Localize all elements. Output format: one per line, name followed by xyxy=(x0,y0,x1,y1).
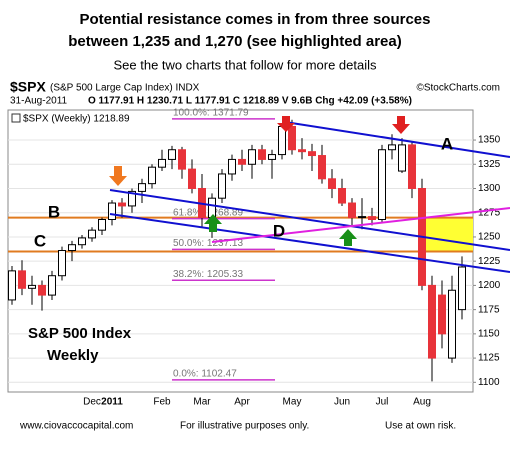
candle-body xyxy=(148,166,156,185)
trend-line xyxy=(284,121,510,158)
arrow xyxy=(109,166,127,186)
arrow xyxy=(339,229,357,246)
candle-body xyxy=(168,149,176,160)
candle-body xyxy=(138,183,146,192)
candle-body xyxy=(28,284,36,289)
y-tick-label: 1225 xyxy=(478,256,501,267)
y-tick-label: 1150 xyxy=(478,328,500,339)
y-tick-label: 1325 xyxy=(478,159,501,170)
trend-line xyxy=(109,189,510,251)
annotation: B xyxy=(48,202,60,221)
candle-body xyxy=(268,154,276,160)
x-tick-label: Jun xyxy=(334,397,350,408)
candle-body xyxy=(378,149,386,221)
x-tick-label: May xyxy=(283,397,302,408)
y-tick-label: 1300 xyxy=(478,183,501,194)
legend-icon xyxy=(11,113,21,123)
candle-body xyxy=(368,216,376,221)
candle-body xyxy=(178,149,186,170)
y-tick-label: 1350 xyxy=(478,135,501,146)
annotation: A xyxy=(441,134,453,153)
candle-body xyxy=(158,158,166,168)
x-tick-label: 2011 xyxy=(101,397,123,408)
candle-body xyxy=(188,168,196,189)
candle-body xyxy=(38,284,46,296)
y-tick-label: 1100 xyxy=(478,377,500,388)
legend: $SPX (Weekly) 1218.89 xyxy=(23,114,130,125)
annotation: C xyxy=(34,231,46,250)
source: ©StockCharts.com xyxy=(416,83,500,94)
candle-body xyxy=(58,250,66,277)
symbol: $SPX xyxy=(10,79,46,95)
candle-body xyxy=(78,237,86,246)
candle-body xyxy=(218,173,226,199)
arrow xyxy=(392,116,410,134)
fib-label: 50.0%: 1237.13 xyxy=(173,238,243,249)
y-tick-label: 1275 xyxy=(478,207,501,218)
date: 31-Aug-2011 xyxy=(10,96,68,107)
candle-body xyxy=(8,270,16,301)
arrow xyxy=(277,116,295,132)
x-tick-label: Feb xyxy=(153,397,171,408)
candle-body xyxy=(248,149,256,165)
candle-body xyxy=(318,155,326,180)
candle-body xyxy=(118,202,126,207)
candle-body xyxy=(98,219,106,231)
footer: www.ciovaccocapital.com xyxy=(19,421,133,432)
subtitle: See the two charts that follow for more … xyxy=(113,57,377,72)
x-tick-label: Mar xyxy=(193,397,211,408)
candle-body xyxy=(458,266,466,311)
candle-body xyxy=(288,125,296,151)
y-tick-label: 1175 xyxy=(478,304,500,315)
x-tick-label: Jul xyxy=(376,397,389,408)
candle-body xyxy=(408,144,416,189)
y-tick-label: 1125 xyxy=(478,353,500,364)
candle-body xyxy=(108,202,116,221)
trend-line xyxy=(109,213,510,273)
candle-body xyxy=(238,158,246,165)
candle-body xyxy=(438,294,446,335)
candle-body xyxy=(388,144,396,151)
candle-body xyxy=(258,149,266,160)
footer: Use at own risk. xyxy=(385,421,456,432)
footer: For illustrative purposes only. xyxy=(180,421,309,432)
candle-body xyxy=(278,125,286,156)
candle-body xyxy=(48,275,56,296)
chart-label: Weekly xyxy=(47,347,99,364)
candle-body xyxy=(358,216,366,219)
candle-body xyxy=(68,244,76,252)
highlight xyxy=(425,217,473,252)
candle-body xyxy=(338,187,346,204)
trend-line xyxy=(211,207,510,243)
chart-label: S&P 500 Index xyxy=(28,325,132,342)
candle-body xyxy=(208,197,216,219)
x-tick-label: Aug xyxy=(413,397,431,408)
candle-body xyxy=(328,178,336,189)
candle-body xyxy=(428,284,436,359)
title: between 1,235 and 1,270 (see highlighted… xyxy=(68,33,401,50)
quote: O 1177.91 H 1230.71 L 1177.91 C 1218.89 … xyxy=(88,96,412,107)
candle-body xyxy=(398,144,406,172)
candle-body xyxy=(88,229,96,239)
fib-label: 100.0%: 1371.79 xyxy=(173,108,249,119)
x-tick-label: Apr xyxy=(234,397,250,408)
candle-body xyxy=(18,270,26,289)
title: Potential resistance comes in from three… xyxy=(80,11,431,28)
candle-body xyxy=(228,158,236,175)
candle-body xyxy=(448,289,456,359)
x-tick-label: Dec xyxy=(83,397,101,408)
arrow xyxy=(204,214,222,232)
fib-label: 0.0%: 1102.47 xyxy=(173,369,237,380)
annotation: D xyxy=(273,221,285,240)
fib-label: 38.2%: 1205.33 xyxy=(173,269,243,280)
y-tick-label: 1200 xyxy=(478,280,501,291)
candle-body xyxy=(348,202,356,219)
candle-body xyxy=(128,190,136,207)
candle-body xyxy=(298,149,306,153)
candle-body xyxy=(308,151,316,157)
index-name: (S&P 500 Large Cap Index) INDX xyxy=(50,83,200,94)
y-tick-label: 1250 xyxy=(478,232,501,243)
